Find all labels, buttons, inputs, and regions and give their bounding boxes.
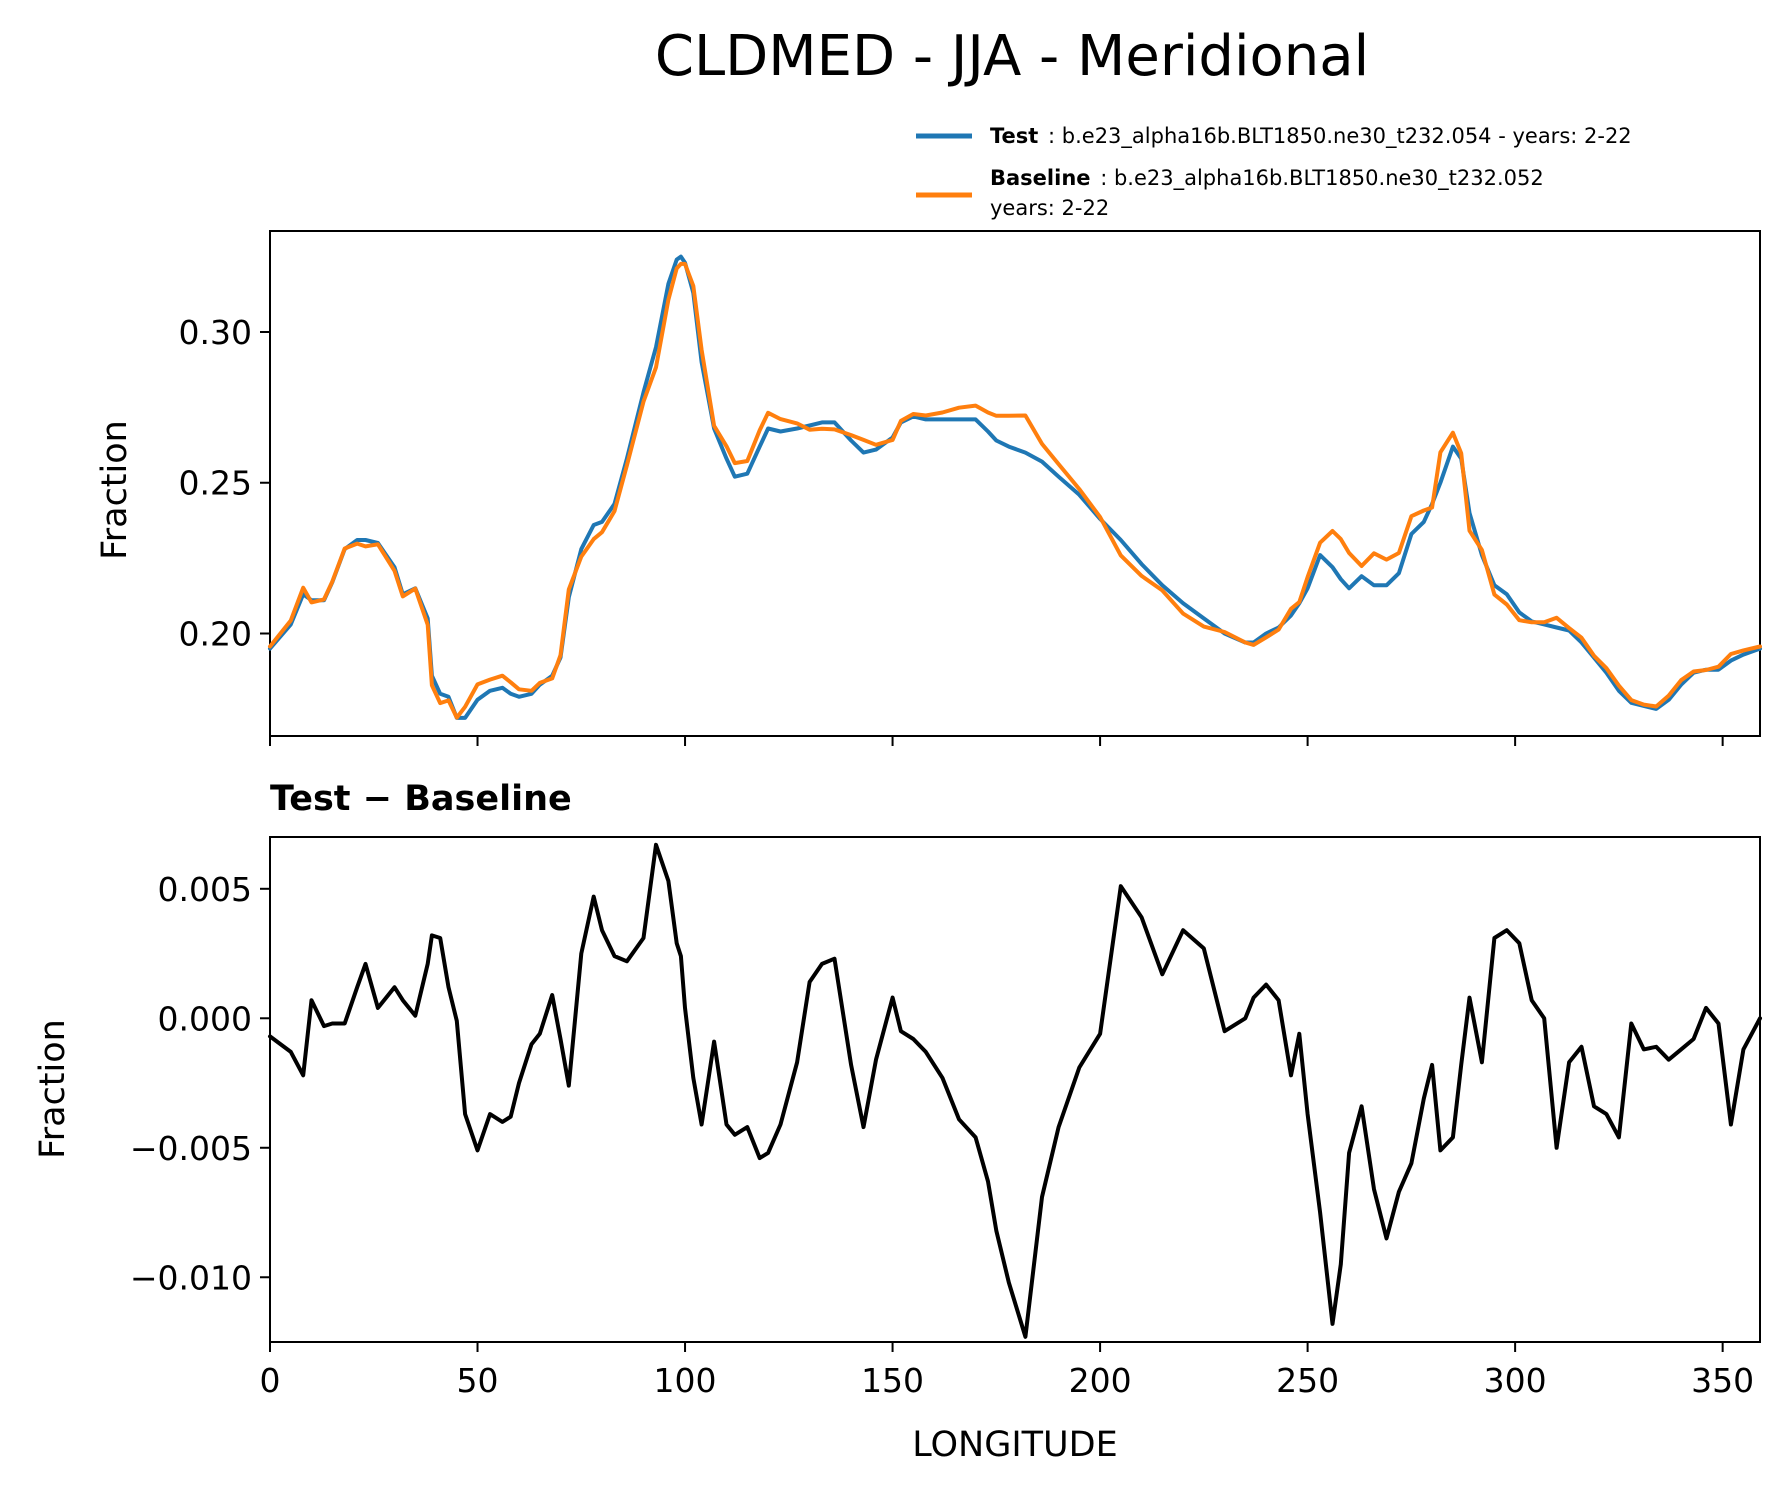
series-line-baseline [268, 261, 1762, 720]
bottom-xtick-label: 350 [1691, 1361, 1754, 1400]
legend-test-name: Test [990, 124, 1038, 148]
bottom-xtick-label: 200 [1069, 1361, 1132, 1400]
bottom-xtick-label: 250 [1276, 1361, 1339, 1400]
top-xticks [269, 736, 1724, 746]
legend-baseline-years: years: 2-22 [990, 196, 1109, 220]
series-line-test [268, 254, 1762, 720]
legend-test-label: Test : b.e23_alpha16b.BLT1850.ne30_t232.… [990, 124, 1632, 149]
bottom-ytick-label: −0.005 [130, 1129, 252, 1168]
top-ytick-label: 0.30 [179, 313, 252, 352]
bottom-yticks: −0.010 −0.005 0.000 0.005 [130, 870, 270, 1297]
bottom-xtick-label: 300 [1484, 1361, 1547, 1400]
bottom-xtick-label: 100 [654, 1361, 717, 1400]
figure-title: CLDMED - JJA - Meridional [655, 24, 1369, 89]
top-panel: 0.20 0.25 0.30 Fraction [95, 230, 1762, 746]
bottom-ytick-label: −0.010 [130, 1258, 252, 1297]
bottom-y-axis-label: Fraction [33, 1019, 73, 1159]
diff-panel-title: Test − Baseline [270, 779, 572, 819]
bottom-xticks: 0 50 100 150 200 250 300 350 [260, 1342, 1754, 1400]
bottom-xtick-label: 0 [260, 1361, 281, 1400]
bottom-ytick-label: 0.000 [158, 999, 252, 1038]
bottom-panel: Test − Baseline −0.010 −0.005 0.000 0.005 0… [33, 779, 1762, 1465]
top-lines [268, 254, 1762, 720]
top-ytick-label: 0.25 [179, 464, 252, 503]
bottom-lines [268, 842, 1762, 1339]
legend-baseline-name: Baseline [990, 166, 1091, 190]
top-ytick-label: 0.20 [179, 614, 252, 653]
series-line-test-baseline [268, 842, 1762, 1339]
top-yticks: 0.20 0.25 0.30 [179, 313, 270, 653]
bottom-xtick-label: 150 [861, 1361, 924, 1400]
legend-baseline-label: Baseline : b.e23_alpha16b.BLT1850.ne30_t… [990, 166, 1544, 191]
bottom-plot-area [269, 836, 1761, 1343]
bottom-xtick-label: 50 [457, 1361, 499, 1400]
top-y-axis-label: Fraction [95, 420, 135, 560]
legend: Test : b.e23_alpha16b.BLT1850.ne30_t232.… [916, 124, 1632, 220]
x-axis-label: LONGITUDE [912, 1425, 1118, 1465]
legend-test-desc: : b.e23_alpha16b.BLT1850.ne30_t232.054 -… [1048, 124, 1632, 149]
legend-baseline-desc: : b.e23_alpha16b.BLT1850.ne30_t232.052 [1100, 166, 1544, 191]
bottom-ytick-label: 0.005 [158, 870, 252, 909]
